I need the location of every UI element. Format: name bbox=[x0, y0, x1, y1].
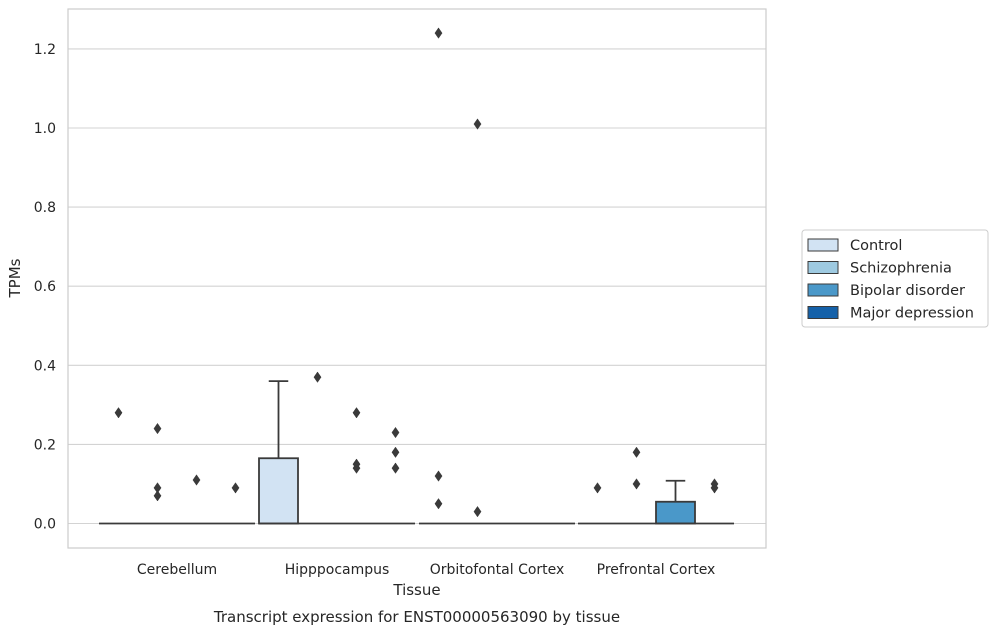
outlier-point bbox=[313, 371, 322, 383]
outlier-point bbox=[192, 474, 201, 486]
x-tick-labels: Cerebellum Hipppocampus Orbitofontal Corte… bbox=[137, 562, 715, 578]
box-group bbox=[419, 27, 458, 525]
y-tick-label: 0.8 bbox=[34, 200, 56, 216]
outlier-point bbox=[434, 470, 443, 482]
outlier-point bbox=[434, 27, 443, 39]
box-group bbox=[258, 380, 299, 525]
legend-item: Major depression bbox=[807, 306, 974, 322]
y-axis-label: TPMs bbox=[6, 258, 24, 298]
box bbox=[655, 500, 696, 525]
box bbox=[258, 457, 299, 525]
y-tick-label: 0.0 bbox=[34, 517, 56, 533]
box-group bbox=[337, 407, 376, 525]
box-group bbox=[695, 478, 734, 525]
outlier-point bbox=[352, 407, 361, 419]
outlier-point bbox=[391, 426, 400, 439]
grid-lines bbox=[68, 48, 766, 525]
box-group bbox=[298, 371, 337, 525]
y-tick-label: 0.2 bbox=[34, 437, 56, 453]
x-tick-label: Cerebellum bbox=[137, 562, 217, 578]
legend-swatch bbox=[807, 283, 839, 297]
box-group bbox=[138, 422, 177, 525]
legend-label: Schizophrenia bbox=[850, 261, 952, 277]
outlier-point bbox=[391, 446, 400, 458]
outlier-point bbox=[153, 490, 162, 502]
outlier-point bbox=[710, 482, 719, 494]
outlier-point bbox=[231, 482, 240, 494]
x-tick-label: Prefrontal Cortex bbox=[597, 562, 716, 578]
box-group bbox=[376, 426, 415, 525]
outlier-point bbox=[473, 118, 482, 130]
legend-label: Control bbox=[850, 238, 902, 254]
outlier-point bbox=[593, 482, 602, 494]
box-group bbox=[578, 482, 617, 525]
legend-item: Bipolar disorder bbox=[807, 283, 965, 299]
legend-frame bbox=[801, 229, 989, 328]
outlier-point bbox=[473, 505, 482, 518]
outlier-point bbox=[153, 422, 162, 435]
box-group bbox=[99, 407, 138, 525]
legend-item: Schizophrenia bbox=[807, 261, 952, 277]
legend-label: Bipolar disorder bbox=[850, 283, 965, 299]
y-tick-labels: 0.0 0.2 0.4 0.6 0.8 1.0 1.2 bbox=[34, 42, 56, 533]
legend-swatch bbox=[807, 238, 839, 252]
outlier-point bbox=[352, 462, 361, 474]
legend-swatch bbox=[807, 306, 839, 319]
outlier-point bbox=[114, 407, 123, 419]
chart-caption: Transcript expression for ENST0000056309… bbox=[213, 608, 620, 626]
box-group bbox=[617, 446, 656, 525]
plot-frame bbox=[67, 8, 767, 549]
y-tick-label: 0.6 bbox=[34, 279, 56, 295]
legend-label: Major depression bbox=[850, 306, 974, 322]
box-group bbox=[216, 482, 255, 525]
y-tick-label: 1.0 bbox=[34, 121, 56, 137]
data-layer bbox=[99, 27, 734, 525]
outlier-point bbox=[632, 446, 641, 458]
outlier-point bbox=[434, 498, 443, 510]
y-tick-label: 0.4 bbox=[34, 358, 56, 374]
y-tick-label: 1.2 bbox=[34, 42, 56, 58]
legend-swatch bbox=[807, 261, 839, 274]
x-tick-label: Orbitofontal Cortex bbox=[430, 562, 565, 578]
x-axis-label: Tissue bbox=[392, 581, 440, 599]
box-group bbox=[458, 118, 497, 525]
legend-item: Control bbox=[807, 238, 902, 254]
outlier-point bbox=[632, 478, 641, 490]
box-group bbox=[177, 474, 216, 525]
legend: Control Schizophrenia Bipolar disorder Majo… bbox=[801, 229, 989, 328]
x-tick-label: Hipppocampus bbox=[285, 562, 390, 578]
outlier-point bbox=[391, 462, 400, 474]
box-group bbox=[655, 479, 696, 525]
